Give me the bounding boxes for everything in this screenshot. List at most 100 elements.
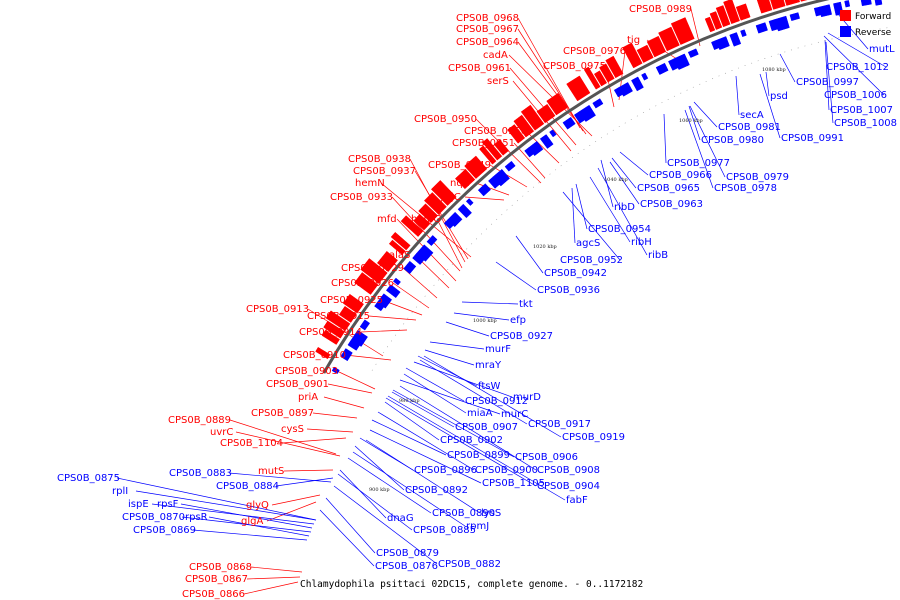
reverse-label-ribb: ribB bbox=[648, 250, 668, 261]
reverse-label-cps0b_0977: CPS0B_0977 bbox=[667, 158, 730, 169]
reverse-label-psd: psd bbox=[770, 91, 788, 102]
reverse-gene-block bbox=[528, 140, 544, 157]
reverse-gene-block bbox=[477, 183, 492, 197]
forward-label-alas: alaS bbox=[389, 250, 410, 261]
forward-gene-block bbox=[513, 114, 535, 138]
forward-gene-block bbox=[342, 293, 364, 314]
reverse-leader-line bbox=[391, 391, 455, 428]
forward-label-cps0b_0968: CPS0B_0968 bbox=[456, 13, 519, 24]
reverse-gene-block bbox=[385, 284, 401, 299]
forward-label-yajc: yajC bbox=[439, 192, 461, 203]
forward-label-cps0b_0915: CPS0B_0915 bbox=[307, 311, 370, 322]
reverse-leader-line bbox=[333, 485, 438, 565]
forward-gene-block bbox=[670, 17, 695, 45]
forward-label-cps0b_0901: CPS0B_0901 bbox=[266, 379, 329, 390]
reverse-label-cps0b_0912: CPS0B_0912 bbox=[465, 396, 528, 407]
forward-label-cps0b_0961: CPS0B_0961 bbox=[448, 63, 511, 74]
forward-gene-track bbox=[315, 0, 808, 360]
forward-leader-line bbox=[323, 396, 365, 409]
forward-gene-block bbox=[658, 26, 680, 52]
forward-leader-line bbox=[243, 581, 299, 595]
reverse-gene-block bbox=[350, 329, 368, 347]
reverse-label-rpsr: rpsR bbox=[185, 512, 208, 523]
reverse-leader-line bbox=[424, 349, 475, 366]
reverse-gene-block bbox=[715, 36, 730, 51]
kbp-tick-label: 1040 kbp bbox=[604, 177, 628, 183]
reverse-label-lyss: lysS bbox=[481, 508, 501, 519]
forward-gene-block bbox=[646, 35, 667, 58]
reverse-label-cps0b_0997: CPS0B_0997 bbox=[796, 77, 859, 88]
forward-label-cps0b_0975: CPS0B_0975 bbox=[543, 61, 606, 72]
forward-label-nqrf: nqrF bbox=[450, 178, 473, 189]
forward-leader-line bbox=[281, 437, 347, 444]
reverse-leader-line bbox=[392, 389, 515, 458]
forward-gene-block bbox=[388, 239, 406, 256]
forward-label-cada: cadA bbox=[483, 50, 508, 61]
reverse-gene-block bbox=[465, 198, 474, 206]
forward-gene-block bbox=[482, 138, 503, 161]
forward-leader-line bbox=[508, 54, 593, 137]
reverse-label-ribd: ribD bbox=[614, 202, 635, 213]
reverse-gene-track bbox=[331, 0, 883, 375]
reverse-leader-line bbox=[325, 497, 376, 554]
forward-label-cps0b_0951: CPS0B_0951 bbox=[452, 138, 515, 149]
legend-forward-label: Forward bbox=[855, 12, 891, 22]
reverse-label-cps0b_0954: CPS0B_0954 bbox=[588, 224, 651, 235]
forward-gene-block bbox=[360, 258, 388, 284]
reverse-label-seca: secA bbox=[740, 110, 764, 121]
reverse-label-cps0b_0869: CPS0B_0869 bbox=[133, 525, 196, 536]
reverse-label-cps0b_0900: CPS0B_0900 bbox=[475, 465, 538, 476]
forward-label-glyq: glyQ bbox=[246, 500, 269, 511]
reverse-leader-line bbox=[423, 355, 562, 438]
kbp-tick-label: 900 kbp bbox=[369, 487, 390, 493]
forward-label-cps0b_0964: CPS0B_0964 bbox=[456, 37, 519, 48]
forward-label-cps0b_0950: CPS0B_0950 bbox=[414, 114, 477, 125]
reverse-label-cps0b_0991: CPS0B_0991 bbox=[781, 133, 844, 144]
kbp-tick-label: 1080 kbp bbox=[762, 67, 786, 73]
forward-gene-block bbox=[599, 63, 615, 83]
reverse-leader-line bbox=[347, 457, 432, 514]
reverse-gene-block bbox=[447, 211, 463, 228]
forward-leader-line bbox=[229, 419, 337, 455]
reverse-leader-line bbox=[571, 187, 576, 244]
reverse-gene-block bbox=[492, 168, 510, 187]
reverse-leader-line bbox=[337, 473, 413, 531]
genome-backbone-arc bbox=[322, 0, 830, 374]
reverse-leader-line bbox=[399, 379, 501, 415]
reverse-gene-block bbox=[860, 0, 872, 7]
reverse-label-cps0b_0870: CPS0B_0870 bbox=[122, 512, 185, 523]
reverse-leader-line bbox=[399, 385, 537, 471]
reverse-gene-block bbox=[426, 235, 438, 247]
reverse-leader-line bbox=[611, 157, 637, 189]
forward-gene-block bbox=[325, 310, 351, 332]
reverse-gene-block bbox=[340, 348, 353, 362]
reverse-gene-block bbox=[562, 116, 576, 130]
reverse-label-cps0b_0899: CPS0B_0899 bbox=[447, 450, 510, 461]
reverse-gene-labels: mutL CPS0B_1012 CPS0B_0997 CPS0B_1006 CPS0B_… bbox=[57, 44, 897, 572]
reverse-label-cps0b_0884: CPS0B_0884 bbox=[216, 481, 279, 492]
forward-gene-block bbox=[413, 213, 431, 231]
reverse-leader-line bbox=[515, 235, 544, 274]
legend-forward-swatch bbox=[840, 10, 851, 21]
forward-gene-block bbox=[800, 0, 808, 2]
reverse-label-cps0b_0952: CPS0B_0952 bbox=[560, 255, 623, 266]
reverse-label-cps0b_0917: CPS0B_0917 bbox=[528, 419, 591, 430]
legend-reverse-swatch bbox=[840, 26, 851, 37]
reverse-label-cps0b_1105: CPS0B_1105 bbox=[482, 478, 545, 489]
reverse-gene-block bbox=[377, 293, 393, 309]
reverse-leader-line bbox=[562, 191, 621, 261]
reverse-label-cps0b_0978: CPS0B_0978 bbox=[714, 183, 777, 194]
reverse-gene-block bbox=[687, 48, 699, 58]
forward-gene-block bbox=[430, 180, 457, 206]
reverse-leader-line bbox=[151, 503, 315, 525]
reverse-leader-line bbox=[369, 429, 482, 484]
reverse-leader-line bbox=[365, 439, 481, 514]
reverse-label-cps0b_0919: CPS0B_0919 bbox=[562, 432, 625, 443]
forward-gene-block bbox=[636, 44, 654, 63]
reverse-leader-line bbox=[371, 419, 447, 456]
forward-leader-line bbox=[392, 282, 430, 309]
forward-label-tig: tig bbox=[627, 35, 640, 46]
reverse-label-cps0b_0927: CPS0B_0927 bbox=[490, 331, 553, 342]
